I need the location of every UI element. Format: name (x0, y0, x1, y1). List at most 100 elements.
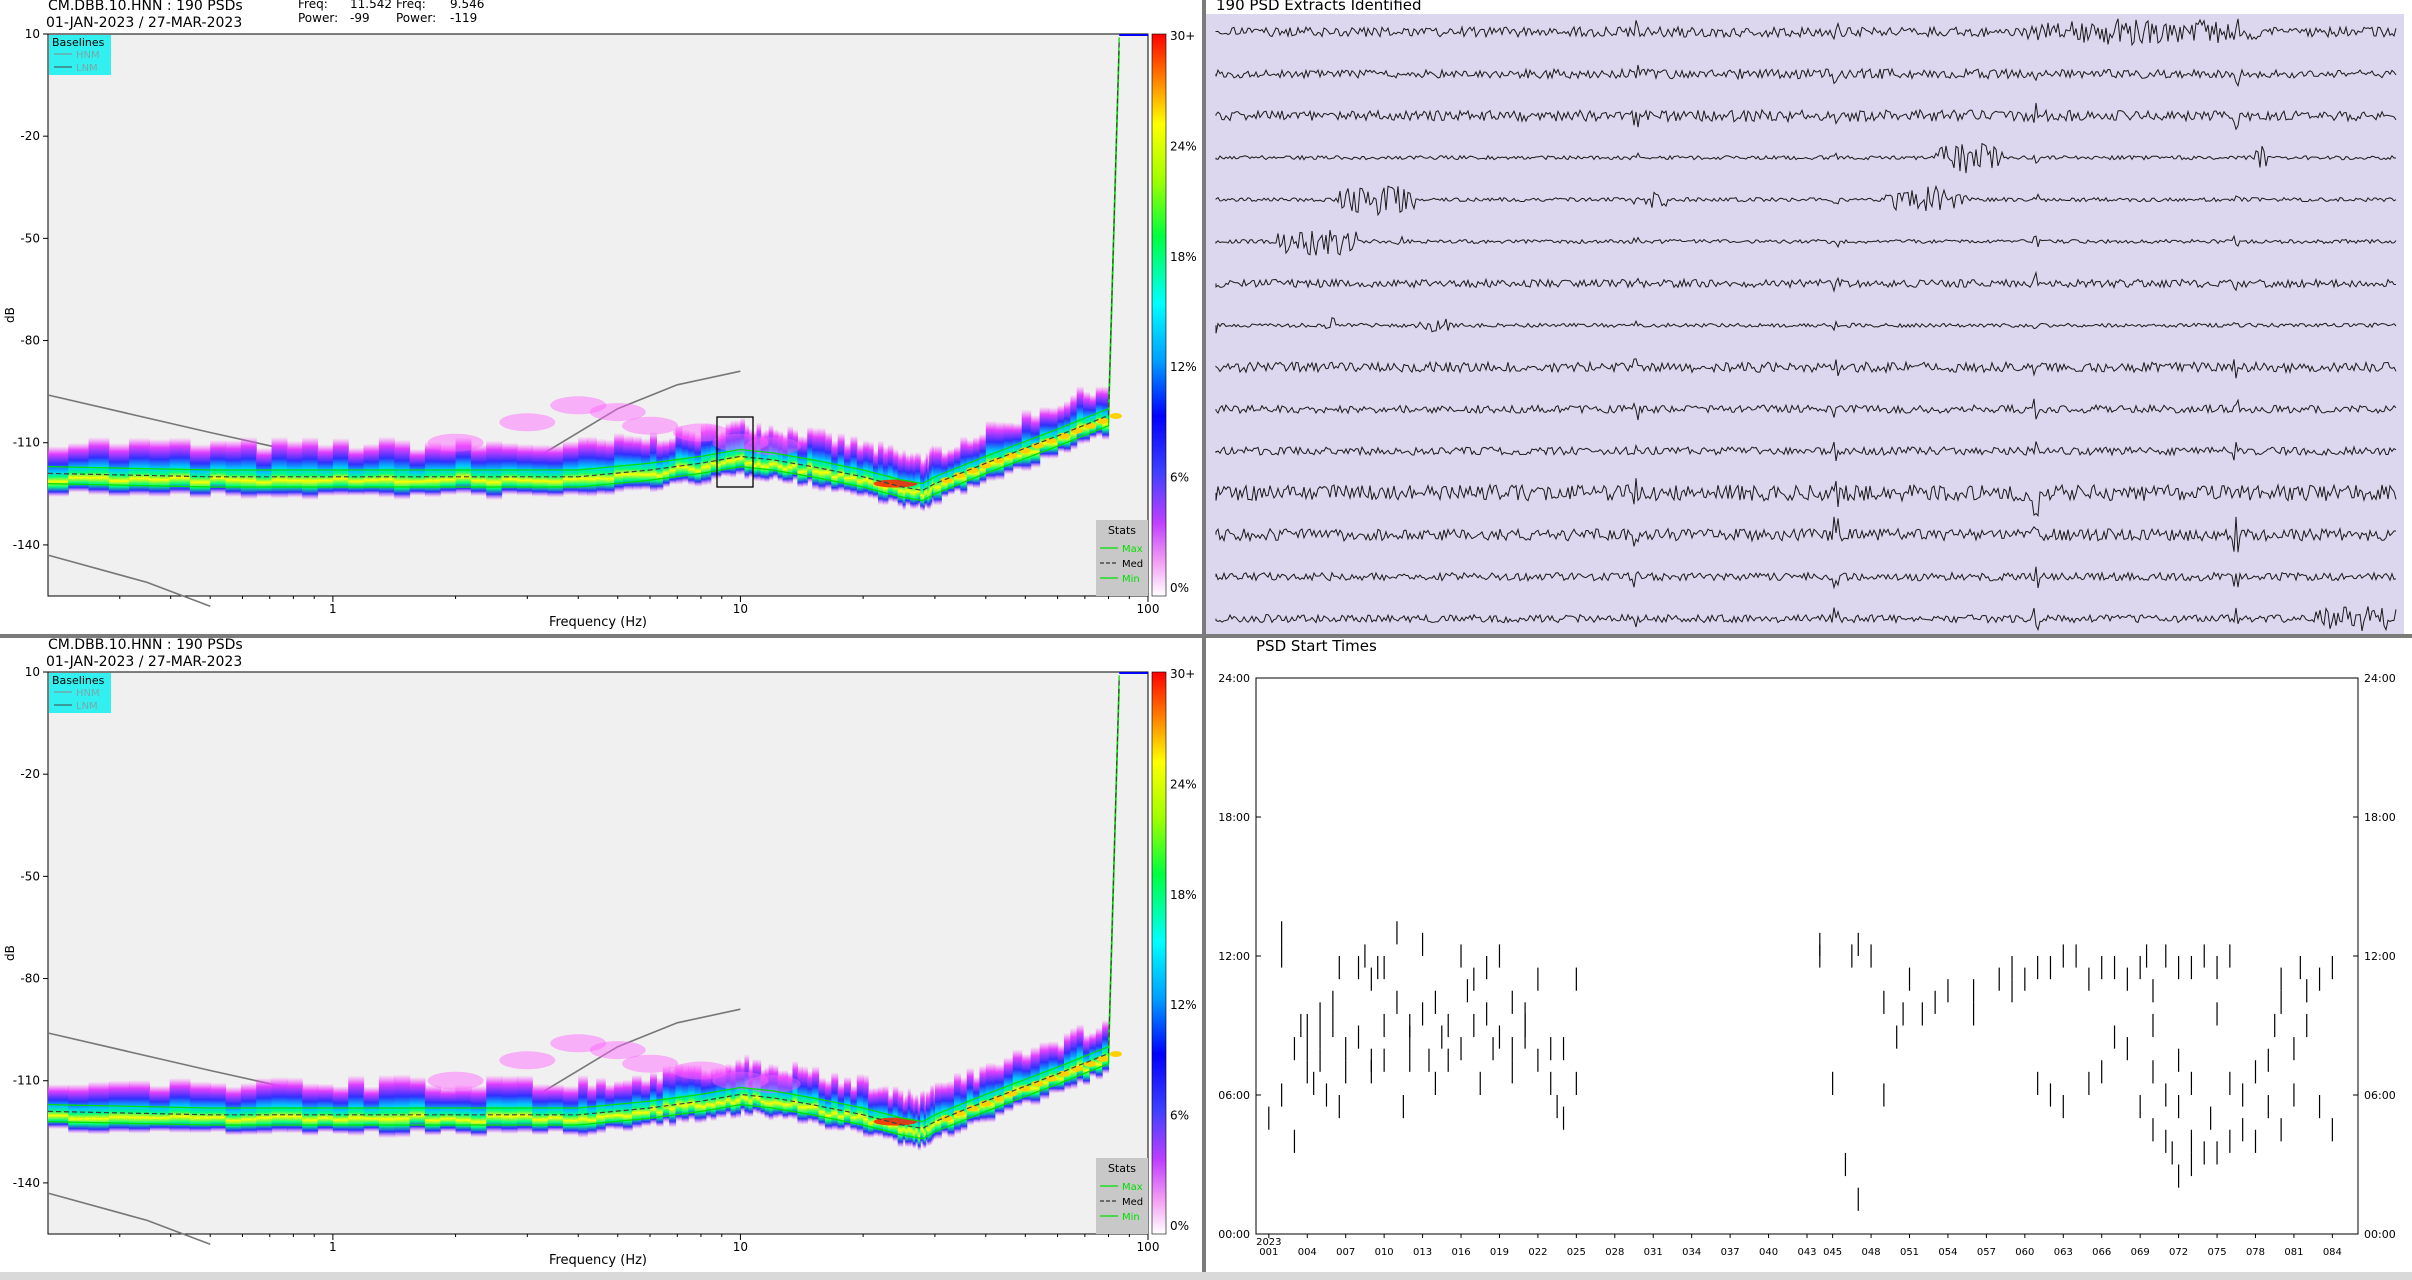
density-cell (1063, 401, 1071, 454)
y-tick-label: 24:00 (1218, 672, 1250, 685)
waveform-trace[interactable] (1215, 229, 2397, 256)
density-cell (1102, 1019, 1110, 1075)
density-cell (363, 1086, 380, 1133)
density-cell (378, 1074, 395, 1139)
density-cell (149, 439, 171, 498)
density-cell (807, 1070, 813, 1123)
density-cell (787, 425, 794, 485)
density-peak (873, 1117, 918, 1126)
density-cell (455, 1085, 472, 1136)
baselines-title: Baselines (52, 36, 105, 49)
density-cell (850, 435, 858, 496)
density-cell (641, 1079, 651, 1127)
density-cell (844, 1076, 851, 1129)
pdf-chart-bottom-svg[interactable]: CM.DBB.10.HNN : 190 PSDs 01-JAN-2023 / 2… (0, 638, 1202, 1272)
density-cell (752, 1058, 758, 1114)
psd-start-times-panel[interactable]: PSD Start Times 00:00 00:00 06:00 06:00 12:0… (1206, 638, 2412, 1272)
stats-legend[interactable]: Stats Max Med Min (1096, 1158, 1148, 1234)
psd-extracts-panel[interactable]: 190 PSD Extracts Identified (1206, 0, 2412, 634)
max-line (47, 37, 1120, 485)
density-cell (256, 447, 273, 498)
pdf-plot-bottom[interactable]: CM.DBB.10.HNN : 190 PSDs 01-JAN-2023 / 2… (0, 638, 1202, 1272)
stats-label: Min (1122, 1212, 1140, 1223)
density-cell (917, 452, 921, 507)
density-cell (752, 430, 758, 482)
selection-box[interactable] (716, 416, 754, 488)
x-tick-label: 10 (733, 1240, 748, 1254)
pdf-plot-area[interactable]: 10 -20 -50 -80 -110 -140 1 10 100 Frequency (Hz) d… (3, 27, 1197, 630)
stats-legend[interactable]: Stats Max Med Min (1096, 520, 1148, 596)
density-cell (768, 1063, 774, 1121)
waveform-trace[interactable] (1215, 317, 2397, 334)
psd-extracts-svg[interactable]: 190 PSD Extracts Identified (1206, 0, 2412, 634)
y-tick-label-right: 06:00 (2364, 1089, 2396, 1102)
density-cell (1039, 1041, 1050, 1100)
density-cell (777, 430, 784, 482)
waveform-trace[interactable] (1215, 606, 2397, 632)
waveform-trace[interactable] (1215, 184, 2397, 217)
density-cell (744, 424, 750, 481)
y-tick-label-right: 18:00 (2364, 811, 2396, 824)
density-cell (532, 1083, 549, 1136)
density-cell (725, 422, 732, 478)
max-line (47, 675, 1120, 1123)
density-cell (210, 440, 227, 495)
waveform-trace[interactable] (1215, 398, 2397, 421)
waveform-trace[interactable] (1215, 358, 2397, 379)
waveform-trace[interactable] (1215, 441, 2397, 462)
density-cell (48, 446, 69, 497)
density-cell (348, 1075, 365, 1137)
density-stripe (1044, 1075, 1057, 1082)
density-cell (700, 1069, 707, 1123)
pdf-chart-top-svg[interactable]: CM.DBB.10.HNN : 190 PSDs 01-JAN-2023 / 2… (0, 0, 1202, 634)
pdf-date-range: 01-JAN-2023 / 27-MAR-2023 (46, 654, 242, 670)
waveform-traces[interactable] (1215, 18, 2397, 632)
waveform-trace[interactable] (1215, 270, 2397, 293)
density-cell (740, 417, 746, 476)
density-cell (930, 446, 933, 508)
pdf-plot-top[interactable]: CM.DBB.10.HNN : 190 PSDs 01-JAN-2023 / 2… (0, 0, 1202, 634)
waveform-trace[interactable] (1215, 142, 2396, 174)
density-cell (662, 439, 670, 488)
density-cell (915, 451, 919, 509)
density-cell (240, 1082, 257, 1136)
density-cell (302, 437, 319, 501)
waveform-trace[interactable] (1215, 102, 2397, 131)
x-tick-label: 028 (1605, 1247, 1624, 1258)
density-cell (501, 442, 518, 495)
waveform-trace[interactable] (1215, 516, 2396, 553)
waveform-trace[interactable] (1215, 64, 2397, 88)
density-cell (892, 1085, 899, 1143)
density-cell (225, 1086, 242, 1136)
pdf-plot-area[interactable]: 10 -20 -50 -80 -110 -140 1 10 100 Frequency (Hz) d… (3, 665, 1197, 1268)
vertical-divider[interactable] (1202, 0, 1206, 1280)
density-cell (994, 1064, 1005, 1117)
density-cell (1076, 1024, 1084, 1084)
density-cell (960, 1077, 968, 1132)
density-cloud (550, 1034, 607, 1053)
waveform-trace[interactable] (1215, 566, 2397, 590)
density-cell (1030, 415, 1041, 468)
waveform-trace[interactable] (1215, 478, 2397, 517)
start-times-svg[interactable]: PSD Start Times 00:00 00:00 06:00 06:00 12:0… (1206, 638, 2412, 1272)
density-cell (1039, 406, 1050, 459)
start-times-plot-area[interactable]: 00:00 00:00 06:00 06:00 12:00 12:00 18:00 18:00… (1218, 672, 2395, 1258)
density-cell (1089, 1032, 1097, 1077)
density-cell (394, 1074, 411, 1138)
x-tick-label: 022 (1528, 1247, 1547, 1258)
density-cell (730, 1064, 737, 1120)
density-cell (777, 1070, 784, 1118)
density-cell (1095, 1027, 1103, 1080)
waveform-trace[interactable] (1215, 18, 2397, 47)
x-tick-label: 072 (2169, 1247, 2188, 1258)
density-cell (735, 420, 742, 476)
horizontal-divider[interactable] (0, 634, 2412, 638)
density-cell (802, 436, 808, 488)
density-stripe (1109, 412, 1122, 419)
density-cell (440, 1086, 457, 1133)
density-cell (856, 444, 864, 498)
density-cell (108, 443, 130, 498)
density-cell (1030, 1046, 1041, 1106)
